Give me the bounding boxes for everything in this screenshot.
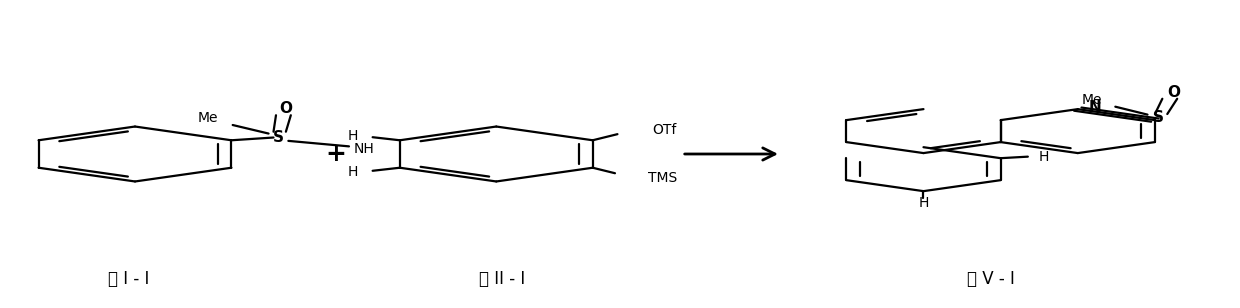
Text: Me: Me <box>197 111 218 125</box>
Text: H: H <box>1039 150 1049 164</box>
Text: H: H <box>347 129 358 143</box>
Text: S: S <box>273 130 284 145</box>
Text: 式 II - I: 式 II - I <box>480 270 526 288</box>
Text: O: O <box>1167 84 1180 99</box>
Text: TMS: TMS <box>649 171 677 184</box>
Text: O: O <box>279 101 293 116</box>
Text: H: H <box>347 165 358 179</box>
Text: N: N <box>1089 100 1101 115</box>
Text: OTf: OTf <box>652 123 677 137</box>
Text: Me: Me <box>1081 93 1102 107</box>
Text: H: H <box>919 196 929 210</box>
Text: S: S <box>1153 110 1164 125</box>
Text: NH: NH <box>353 142 374 156</box>
Text: +: + <box>325 142 346 166</box>
Text: 式 V - I: 式 V - I <box>967 270 1016 288</box>
Text: 式 I - I: 式 I - I <box>108 270 150 288</box>
